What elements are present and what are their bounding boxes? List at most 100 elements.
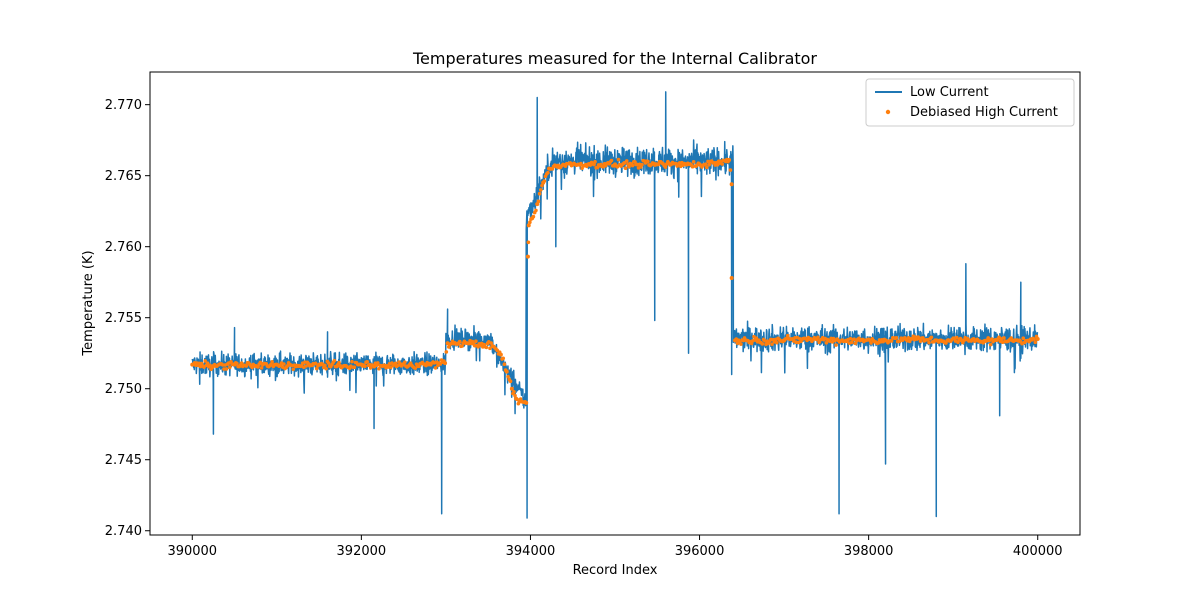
high-current-point xyxy=(691,160,696,164)
x-tick-label: 390000 xyxy=(167,544,217,559)
high-current-point xyxy=(282,362,286,366)
high-current-point xyxy=(656,162,661,167)
high-current-point xyxy=(525,254,530,259)
legend: Low Current Debiased High Current xyxy=(865,78,1075,127)
axes-frame xyxy=(149,71,1081,536)
high-current-point xyxy=(467,341,471,346)
high-current-point xyxy=(228,365,232,370)
x-tick-label: 392000 xyxy=(337,544,387,559)
high-current-point xyxy=(1002,336,1006,340)
x-axis: 390000 392000 394000 396000 398000 400000 xyxy=(167,535,1063,559)
high-current-point xyxy=(528,220,532,225)
high-current-point xyxy=(529,217,533,221)
high-current-point xyxy=(323,363,327,368)
high-current-point xyxy=(616,157,621,162)
high-current-point xyxy=(869,341,873,345)
y-tick-label: 2.770 xyxy=(105,98,142,113)
high-current-point xyxy=(1034,334,1039,339)
high-current-point xyxy=(205,361,210,365)
high-current-point xyxy=(781,339,785,344)
high-current-point xyxy=(526,240,531,245)
high-current-point xyxy=(542,179,547,183)
high-current-point xyxy=(663,165,668,169)
legend-box xyxy=(865,78,1075,127)
high-current-point xyxy=(906,336,911,340)
high-current-point xyxy=(627,164,631,169)
high-current-point xyxy=(258,360,263,365)
high-current-point xyxy=(785,333,790,338)
high-current-point xyxy=(958,336,963,341)
high-current-point xyxy=(1033,340,1038,345)
high-current-point xyxy=(203,359,207,363)
high-current-point xyxy=(497,350,502,354)
high-current-point xyxy=(540,183,544,188)
high-current-point xyxy=(210,365,215,370)
high-current-point xyxy=(291,367,296,372)
high-current-point xyxy=(729,275,734,280)
high-current-point xyxy=(726,159,730,164)
high-current-point xyxy=(955,335,959,340)
high-current-point xyxy=(537,191,542,196)
y-tick-label: 2.755 xyxy=(105,311,142,326)
high-current-point xyxy=(244,364,249,368)
high-current-point xyxy=(503,368,508,372)
high-current-point xyxy=(728,168,733,172)
high-current-point xyxy=(534,208,538,213)
high-current-point xyxy=(313,361,318,366)
high-current-point xyxy=(484,345,489,350)
high-current-point xyxy=(513,393,517,398)
high-current-point xyxy=(834,343,838,347)
high-current-point xyxy=(760,342,765,346)
high-current-point xyxy=(444,350,449,354)
high-current-point xyxy=(235,361,239,366)
high-current-point xyxy=(615,165,620,169)
high-current-point xyxy=(546,170,550,175)
high-current-point xyxy=(623,166,628,170)
high-current-point xyxy=(536,199,541,204)
high-current-point xyxy=(907,339,912,344)
high-current-point xyxy=(646,159,650,164)
x-tick-label: 398000 xyxy=(844,544,894,559)
high-current-point xyxy=(830,340,835,344)
high-current-point xyxy=(314,366,319,371)
high-current-point xyxy=(433,366,438,370)
high-current-point xyxy=(633,160,637,164)
high-current-point xyxy=(413,366,418,370)
high-current-point xyxy=(516,401,521,406)
high-current-point xyxy=(509,386,514,391)
high-current-point xyxy=(460,344,464,348)
high-current-point xyxy=(929,335,934,340)
high-current-point xyxy=(376,361,380,365)
high-current-point xyxy=(208,363,212,368)
high-current-point xyxy=(889,339,894,343)
y-tick-label: 2.745 xyxy=(105,453,142,468)
high-current-point xyxy=(927,340,931,345)
high-current-point xyxy=(609,158,614,163)
high-current-point xyxy=(326,361,331,365)
x-tick-label: 394000 xyxy=(506,544,556,559)
high-current-point xyxy=(1009,336,1013,340)
high-current-point xyxy=(324,366,328,371)
high-current-point xyxy=(707,162,712,167)
high-current-point xyxy=(365,359,370,364)
high-current-point xyxy=(523,400,527,404)
high-current-point xyxy=(538,188,543,192)
high-current-point xyxy=(256,365,260,369)
x-tick-label: 400000 xyxy=(1013,544,1063,559)
high-current-point xyxy=(506,374,510,379)
high-current-point xyxy=(775,340,779,345)
legend-entry-low-current: Low Current xyxy=(910,85,989,100)
high-current-point xyxy=(270,360,274,364)
high-current-point xyxy=(332,358,337,363)
high-current-point xyxy=(352,365,357,370)
high-current-point xyxy=(474,339,478,344)
high-current-point xyxy=(805,338,809,343)
y-axis: 2.740 2.745 2.750 2.755 2.760 2.765 2.770 xyxy=(105,98,150,539)
high-current-point xyxy=(508,379,513,384)
high-current-point xyxy=(894,336,899,340)
high-current-point xyxy=(455,342,460,346)
y-axis-label: Temperature (K) xyxy=(81,250,96,356)
high-current-point xyxy=(531,214,536,219)
x-tick-label: 396000 xyxy=(675,544,725,559)
high-current-point xyxy=(703,162,708,166)
